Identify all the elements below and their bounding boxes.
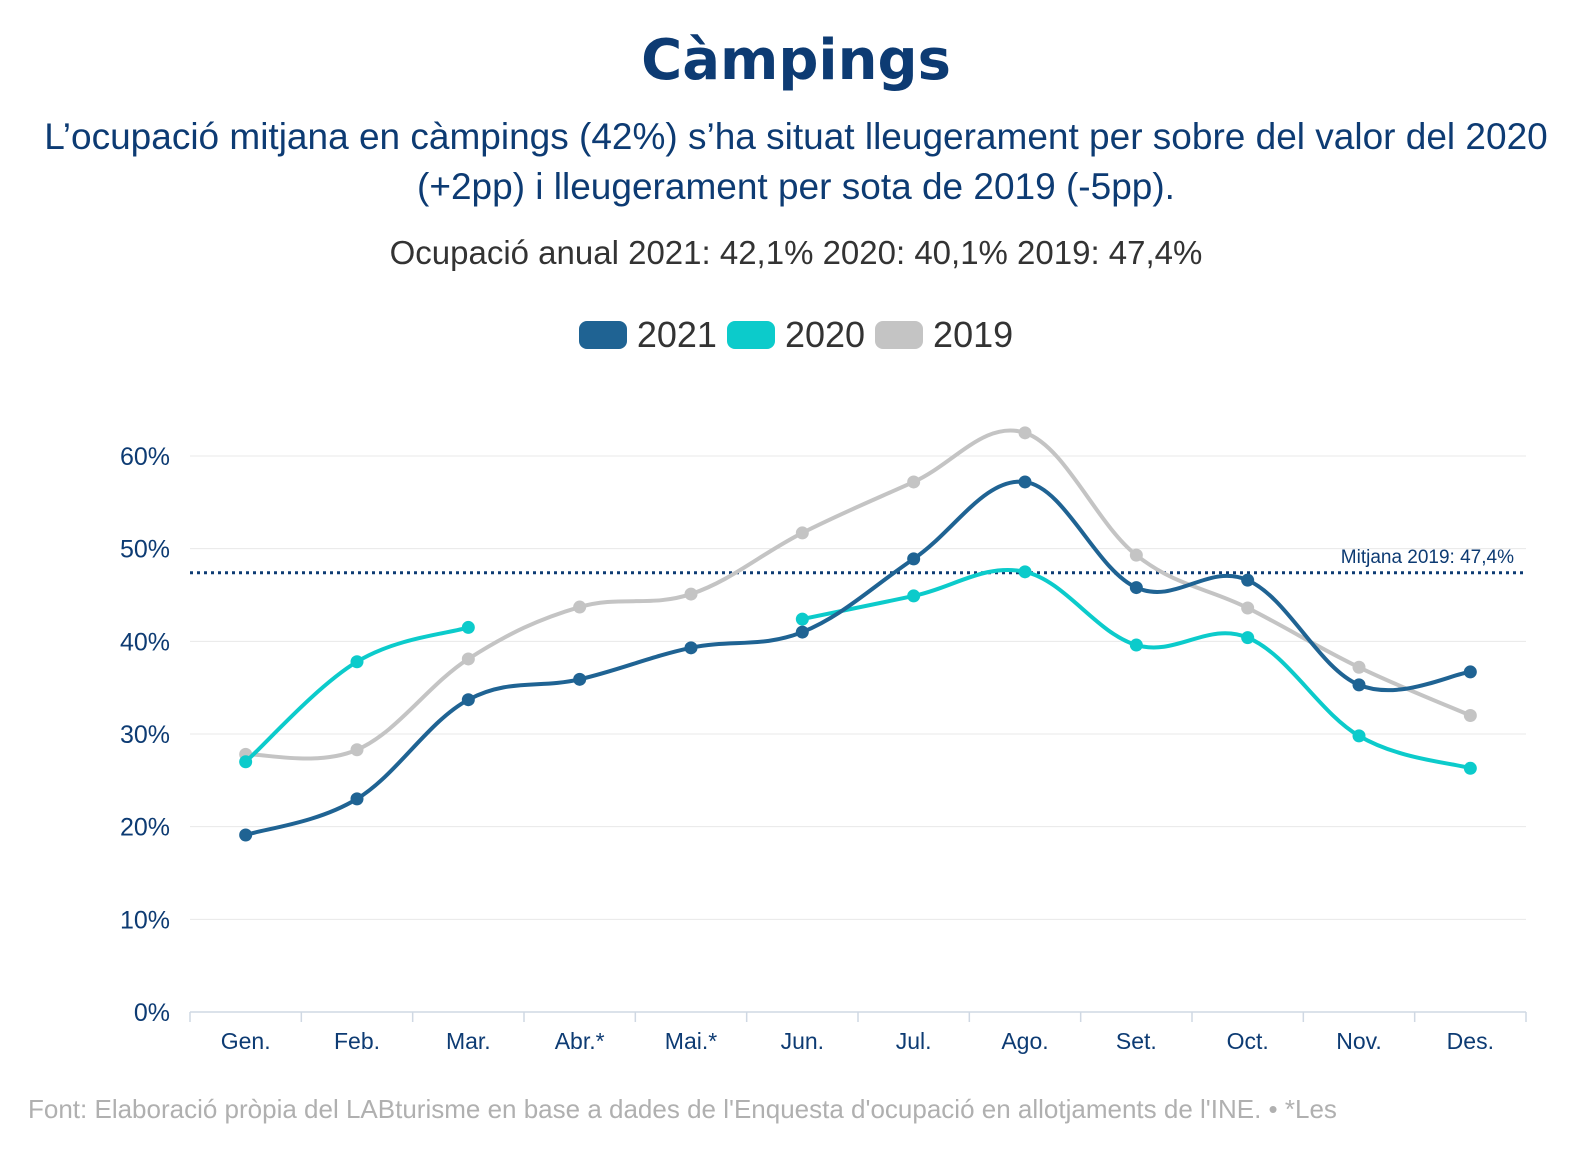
x-tick-label: Nov. (1336, 1028, 1382, 1054)
legend-swatch (578, 321, 627, 349)
x-tick-label: Jul. (896, 1028, 932, 1054)
data-point-2021 (1463, 665, 1477, 679)
chart-legend: 2021 2020 2019 (0, 314, 1592, 356)
data-point-2019 (1352, 660, 1366, 674)
legend-label: 2019 (933, 314, 1014, 355)
x-tick-label: Set. (1116, 1028, 1157, 1054)
data-point-2021 (684, 641, 698, 655)
y-tick-label: 50% (120, 536, 170, 564)
y-tick-label: 20% (120, 814, 170, 842)
reference-line-label: Mitjana 2019: 47,4% (1341, 547, 1514, 568)
data-point-2020 (1129, 638, 1143, 652)
data-point-2019 (1129, 548, 1143, 562)
x-tick-label: Ago. (1001, 1028, 1048, 1054)
annual-occupancy-summary: Ocupació anual 2021: 42,1% 2020: 40,1% 2… (389, 234, 1203, 271)
x-tick-label: Mai.* (665, 1028, 717, 1054)
chart-title: Càmpings (641, 28, 951, 93)
y-tick-label: 60% (120, 443, 170, 471)
data-point-2021 (907, 552, 921, 566)
y-tick-label: 40% (120, 628, 170, 656)
x-tick-label: Mar. (446, 1028, 491, 1054)
data-point-2020 (1241, 631, 1255, 645)
chart-subtitle: L’ocupació mitjana en càmpings (42%) s’h… (44, 116, 1548, 207)
x-tick-label: Abr.* (555, 1028, 605, 1054)
data-point-2020 (795, 612, 809, 626)
data-point-2020 (1018, 565, 1032, 579)
data-point-2021 (461, 693, 475, 707)
x-tick-label: Oct. (1227, 1028, 1269, 1054)
data-point-2019 (907, 475, 921, 489)
x-tick-label: Des. (1447, 1028, 1494, 1054)
legend-label: 2020 (784, 314, 866, 355)
data-point-2021 (1241, 573, 1255, 587)
legend-swatch (726, 321, 775, 349)
data-point-2021 (573, 672, 587, 686)
legend-label: 2021 (636, 314, 717, 355)
data-point-2020 (461, 620, 475, 634)
y-tick-label: 0% (134, 999, 170, 1027)
data-point-2019 (1241, 601, 1255, 615)
data-point-2019 (461, 652, 475, 666)
data-point-2021 (350, 792, 364, 806)
data-point-2019 (1018, 426, 1032, 440)
x-tick-label: Feb. (334, 1028, 380, 1054)
data-point-2021 (1352, 678, 1366, 692)
series-line-2020 (243, 625, 471, 764)
data-point-2019 (1463, 708, 1477, 722)
y-tick-label: 30% (120, 721, 170, 749)
data-point-2019 (350, 743, 364, 757)
data-point-2021 (239, 828, 253, 842)
series-line-2020 (800, 567, 1473, 771)
legend-item-2020[interactable]: 2020 (726, 314, 866, 356)
data-point-2020 (907, 589, 921, 603)
series-line-2019 (243, 428, 1473, 761)
data-point-2020 (1463, 761, 1477, 775)
data-point-2020 (350, 655, 364, 669)
x-tick-label: Jun. (781, 1028, 824, 1054)
data-point-2020 (1352, 729, 1366, 743)
y-tick-label: 10% (120, 906, 170, 934)
data-point-2019 (795, 526, 809, 540)
data-point-2019 (684, 587, 698, 601)
legend-swatch (875, 321, 924, 349)
data-point-2021 (795, 625, 809, 639)
data-point-2021 (1129, 581, 1143, 595)
legend-item-2019[interactable]: 2019 (875, 314, 1013, 356)
data-point-2021 (1018, 475, 1032, 489)
x-tick-label: Gen. (221, 1028, 271, 1054)
data-point-2020 (239, 755, 253, 769)
data-point-2019 (573, 600, 587, 614)
source-footnote: Font: Elaboració pròpia del LABturisme e… (28, 1094, 1337, 1124)
series-line-2021 (243, 479, 1473, 838)
legend-item-2021[interactable]: 2021 (578, 314, 717, 356)
